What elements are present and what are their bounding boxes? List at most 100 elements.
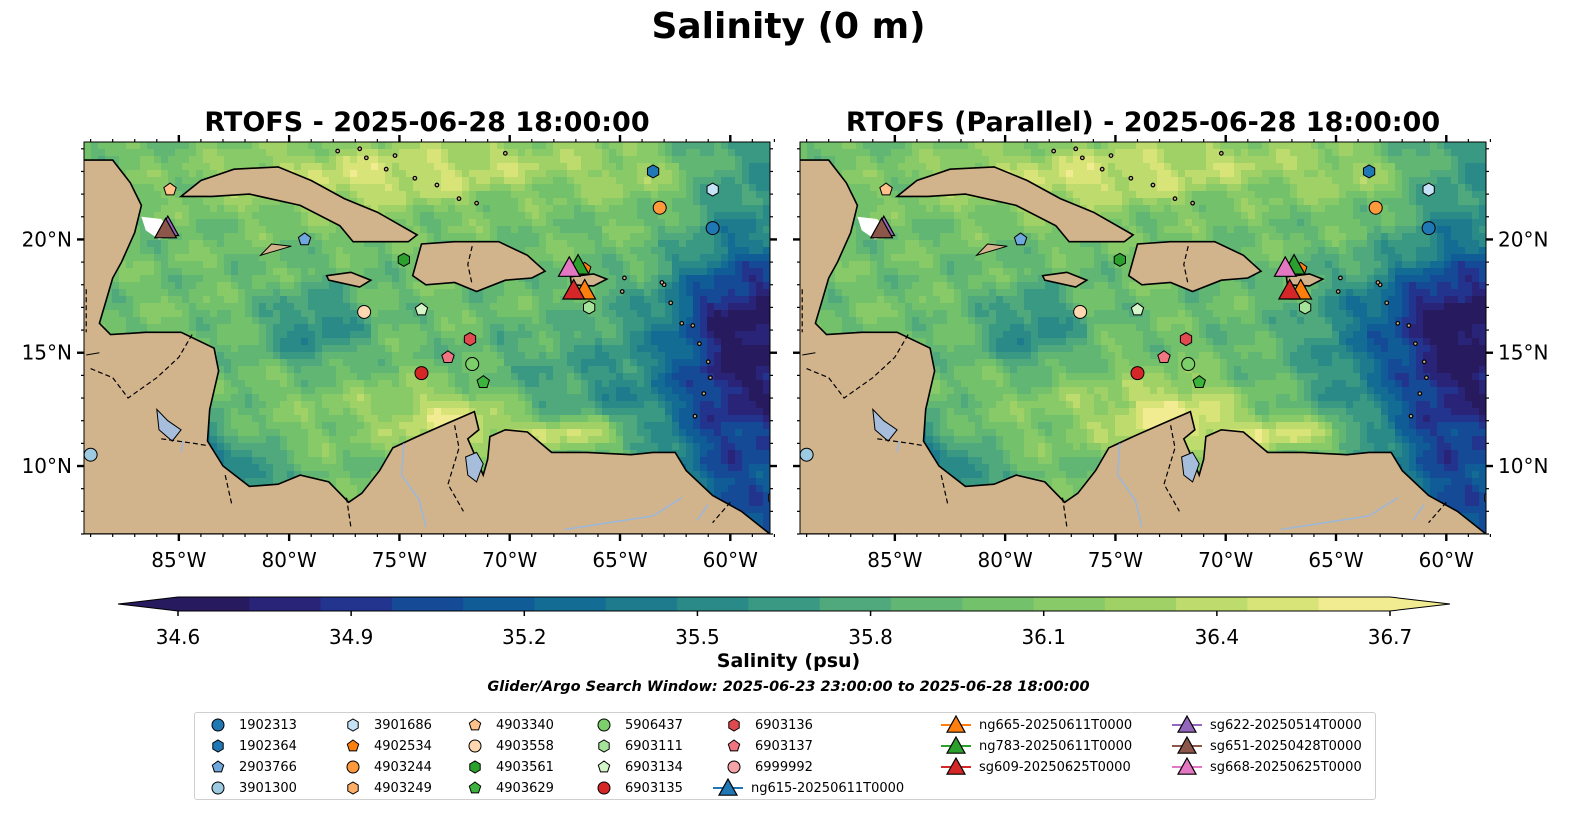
legend-label: sg651-20250428T0000: [1210, 738, 1362, 754]
legend-marker-icon: [468, 718, 482, 731]
legend-marker-icon: [597, 718, 611, 732]
argo-float-1902364: [1362, 164, 1376, 179]
glider-sg651-20250428T0000: [153, 217, 178, 239]
legend-item-3901686: 3901686: [338, 715, 432, 735]
legend-marker-icon: [727, 739, 741, 752]
legend-label: 4903629: [496, 780, 554, 796]
argo-float-6903135: [414, 366, 429, 381]
argo-float-3901686: [1422, 182, 1435, 197]
legend-label: 6903137: [755, 738, 813, 754]
lon-tick-label: 75°W: [1088, 548, 1143, 572]
legend-label: 3901300: [239, 780, 297, 796]
argo-float-4903244: [1368, 200, 1383, 215]
lat-tick-label: 15°N: [1498, 341, 1548, 365]
colorbar: 34.6 34.9 35.2 35.5 35.8 36.1 36.4 36.7: [117, 596, 1451, 649]
map-panel-left: [84, 142, 770, 534]
legend-marker-icon: [212, 739, 224, 753]
legend-item-6903111: 6903111: [589, 736, 683, 756]
legend: 1902313 1902364 2903766 3901300 3901686 49025…: [194, 712, 1376, 800]
legend-label: 4902534: [374, 738, 432, 754]
argo-float-6903137: [441, 350, 455, 364]
legend-label: 4903558: [496, 738, 554, 754]
legend-marker-icon: [468, 781, 482, 794]
legend-label: 4903249: [374, 780, 432, 796]
legend-label: sg622-20250514T0000: [1210, 717, 1362, 733]
argo-float-4903558: [357, 304, 372, 319]
legend-label: 4903244: [374, 759, 432, 775]
legend-item-4903558: 4903558: [460, 736, 554, 756]
observations: [800, 164, 1486, 503]
colorbar-label: Salinity (psu): [716, 650, 861, 672]
argo-float-6903111: [1298, 300, 1312, 315]
colorbar-tick-label: 35.5: [675, 625, 720, 649]
panel-title-right: RTOFS (Parallel) - 2025-06-28 18:00:00: [845, 107, 1441, 138]
legend-label: sg609-20250625T0000: [979, 759, 1131, 775]
legend-marker-icon: [211, 781, 225, 795]
legend-label: 6999992: [755, 759, 813, 775]
legend-label: 6903111: [625, 738, 683, 754]
legend-item-1902313: 1902313: [203, 715, 297, 735]
legend-label: 6903135: [625, 780, 683, 796]
legend-item-4903561: 4903561: [460, 757, 554, 777]
lat-tick-label: 15°N: [22, 341, 72, 365]
map-parallel: [800, 142, 1486, 534]
observations: [84, 164, 770, 503]
colorbar-tick-label: 35.8: [848, 625, 893, 649]
argo-float-6903135: [1130, 366, 1145, 381]
search-window-note: Glider/Argo Search Window: 2025-06-23 23…: [487, 679, 1090, 695]
argo-float-1902313: [1421, 221, 1436, 236]
argo-float-5906437: [465, 357, 480, 372]
colorbar-tick-label: 34.6: [156, 625, 201, 649]
lon-tick-label: 75°W: [372, 548, 427, 572]
lon-tick-label: 85°W: [867, 548, 922, 572]
argo-float-1902313: [705, 221, 720, 236]
legend-glider-icon: [1176, 715, 1198, 733]
legend-label: 1902313: [239, 717, 297, 733]
argo-float-2903766: [1013, 232, 1028, 246]
argo-float-6903111: [582, 300, 596, 315]
lon-tick-label: 60°W: [703, 548, 758, 572]
legend-label: 4903340: [496, 717, 554, 733]
legend-label: 5906437: [625, 717, 683, 733]
legend-marker-icon: [597, 781, 611, 795]
argo-float-4903629: [1192, 375, 1207, 388]
legend-item-ng665-20250611T0000: ng665-20250611T0000: [939, 715, 1132, 735]
legend-item-sg668-20250625T0000: sg668-20250625T0000: [1170, 757, 1362, 777]
legend-item-4903340: 4903340: [460, 715, 554, 735]
argo-float-6903137: [1157, 350, 1171, 364]
legend-marker-icon: [469, 760, 481, 774]
legend-marker-icon: [728, 718, 740, 732]
legend-label: 1902364: [239, 738, 297, 754]
land: [84, 146, 770, 534]
lat-tick-label: 10°N: [22, 454, 72, 478]
argo-float-4903558: [1073, 304, 1088, 319]
legend-item-sg651-20250428T0000: sg651-20250428T0000: [1170, 736, 1362, 756]
argo-float-4903244: [652, 200, 667, 215]
legend-item-6999992: 6999992: [719, 757, 813, 777]
lat-tick-label: 10°N: [1498, 454, 1548, 478]
argo-float-4903561: [1113, 252, 1126, 267]
legend-item-4903244: 4903244: [338, 757, 432, 777]
map-frame: [83, 141, 771, 535]
legend-glider-icon: [945, 757, 967, 775]
legend-marker-icon: [346, 739, 360, 752]
legend-glider-icon: [717, 778, 739, 796]
lon-tick-label: 80°W: [262, 548, 317, 572]
lat-tick-label: 20°N: [22, 227, 72, 251]
argo-float-4903561: [397, 252, 410, 267]
legend-item-sg609-20250625T0000: sg609-20250625T0000: [939, 757, 1131, 777]
glider-sg609-20250625T0000: [561, 278, 586, 300]
argo-float-5906437: [1181, 357, 1196, 372]
legend-marker-icon: [211, 718, 225, 732]
glider-sg668-20250625T0000: [1273, 255, 1298, 277]
legend-item-5906437: 5906437: [589, 715, 683, 735]
lon-tick-label: 60°W: [1419, 548, 1474, 572]
lon-tick-label: 70°W: [1198, 548, 1253, 572]
panel-title-left: RTOFS - 2025-06-28 18:00:00: [204, 107, 650, 138]
colorbar-tick-label: 36.4: [1195, 625, 1240, 649]
argo-float-4903340: [163, 182, 177, 196]
glider-sg668-20250625T0000: [557, 255, 582, 277]
lon-tick-label: 65°W: [592, 548, 647, 572]
argo-float-6903134: [1130, 302, 1145, 316]
legend-item-sg622-20250514T0000: sg622-20250514T0000: [1170, 715, 1362, 735]
